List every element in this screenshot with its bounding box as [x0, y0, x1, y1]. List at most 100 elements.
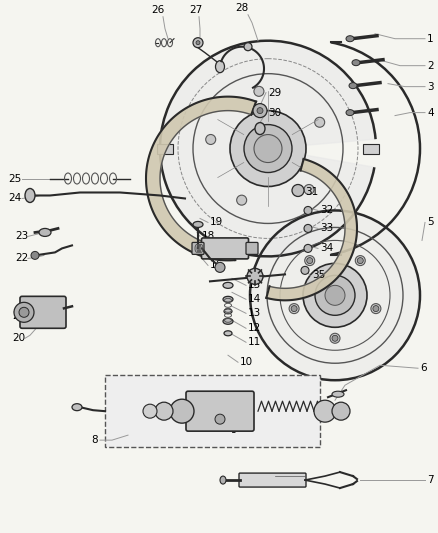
Text: 11: 11 [248, 337, 261, 348]
Circle shape [332, 402, 350, 420]
Ellipse shape [349, 83, 357, 88]
Circle shape [304, 224, 312, 232]
Ellipse shape [346, 110, 354, 116]
FancyBboxPatch shape [246, 243, 258, 254]
Text: 12: 12 [248, 324, 261, 333]
Ellipse shape [352, 60, 360, 66]
Text: 2: 2 [427, 61, 434, 71]
Circle shape [19, 308, 29, 317]
Text: 9: 9 [230, 425, 237, 435]
Text: 35: 35 [312, 270, 325, 280]
Circle shape [325, 285, 345, 305]
Circle shape [373, 305, 379, 312]
Text: 24: 24 [8, 193, 21, 204]
Circle shape [304, 184, 314, 195]
Text: 29: 29 [268, 87, 281, 98]
Ellipse shape [255, 123, 265, 134]
Text: 32: 32 [320, 205, 333, 215]
Ellipse shape [39, 229, 51, 237]
Text: 27: 27 [189, 5, 203, 15]
Circle shape [14, 302, 34, 322]
Text: 16: 16 [210, 261, 223, 270]
Circle shape [292, 184, 304, 197]
Text: 4: 4 [427, 108, 434, 118]
Circle shape [357, 257, 363, 264]
Text: 28: 28 [235, 3, 249, 13]
Polygon shape [146, 96, 256, 261]
Text: 10: 10 [240, 357, 253, 367]
Circle shape [31, 252, 39, 260]
Circle shape [170, 399, 194, 423]
Circle shape [254, 134, 282, 163]
Circle shape [193, 38, 203, 47]
Text: 18: 18 [202, 231, 215, 241]
Text: 31: 31 [305, 188, 318, 198]
Circle shape [196, 41, 200, 45]
Circle shape [215, 414, 225, 424]
Circle shape [257, 108, 263, 114]
Ellipse shape [224, 309, 232, 314]
Circle shape [291, 305, 297, 312]
Text: 26: 26 [152, 5, 165, 15]
Circle shape [155, 402, 173, 420]
Text: 7: 7 [427, 475, 434, 485]
Text: 21: 21 [12, 311, 25, 321]
Text: 5: 5 [427, 217, 434, 228]
Ellipse shape [220, 476, 226, 484]
Text: 22: 22 [15, 253, 28, 263]
Text: 8: 8 [92, 435, 98, 445]
Circle shape [230, 111, 306, 187]
Text: 14: 14 [248, 294, 261, 304]
Circle shape [307, 257, 313, 264]
FancyBboxPatch shape [201, 238, 248, 259]
FancyBboxPatch shape [157, 143, 173, 154]
Circle shape [244, 43, 252, 51]
Ellipse shape [215, 61, 225, 72]
Circle shape [330, 333, 340, 343]
Circle shape [304, 245, 312, 253]
Text: 17: 17 [205, 245, 218, 255]
Ellipse shape [332, 391, 344, 397]
Text: 23: 23 [15, 231, 28, 241]
Circle shape [355, 256, 365, 265]
Ellipse shape [223, 282, 233, 288]
Ellipse shape [224, 331, 232, 336]
Text: 30: 30 [268, 108, 281, 118]
FancyBboxPatch shape [105, 375, 320, 447]
Ellipse shape [223, 318, 233, 324]
Circle shape [315, 276, 355, 316]
FancyBboxPatch shape [20, 296, 66, 328]
Ellipse shape [223, 296, 233, 302]
Circle shape [247, 269, 263, 284]
Circle shape [289, 304, 299, 313]
Ellipse shape [25, 189, 35, 203]
Text: 25: 25 [8, 174, 21, 183]
Ellipse shape [346, 36, 354, 42]
Circle shape [314, 117, 325, 127]
FancyBboxPatch shape [239, 473, 306, 487]
FancyBboxPatch shape [363, 143, 379, 154]
Circle shape [254, 86, 264, 96]
Text: 15: 15 [248, 280, 261, 290]
Circle shape [206, 134, 215, 144]
Ellipse shape [72, 403, 82, 410]
Text: 1: 1 [427, 34, 434, 44]
Circle shape [332, 335, 338, 341]
Circle shape [304, 206, 312, 214]
Text: 13: 13 [248, 308, 261, 318]
Circle shape [215, 262, 225, 272]
Circle shape [237, 195, 247, 205]
Circle shape [143, 404, 157, 418]
Circle shape [253, 103, 267, 118]
Circle shape [305, 256, 315, 265]
FancyBboxPatch shape [186, 391, 254, 431]
Text: 6: 6 [420, 363, 427, 373]
Text: 34: 34 [320, 244, 333, 253]
Circle shape [244, 125, 292, 173]
Circle shape [371, 304, 381, 313]
Ellipse shape [193, 221, 203, 228]
Text: 3: 3 [427, 82, 434, 92]
Text: 19: 19 [210, 217, 223, 228]
Circle shape [301, 266, 309, 274]
Polygon shape [266, 159, 357, 300]
